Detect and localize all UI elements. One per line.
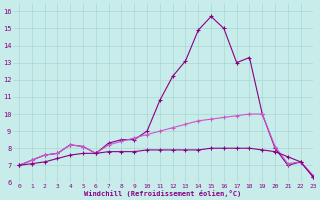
- X-axis label: Windchill (Refroidissement éolien,°C): Windchill (Refroidissement éolien,°C): [84, 190, 242, 197]
